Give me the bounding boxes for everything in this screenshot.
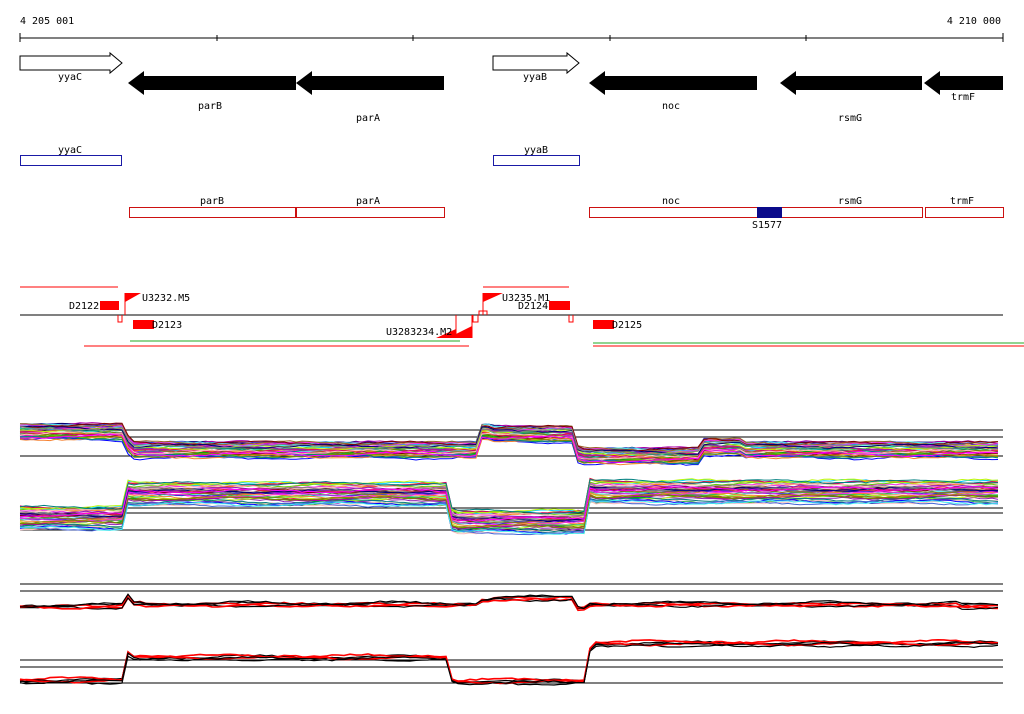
- gene-arrow-trmf[interactable]: trmF: [924, 71, 1003, 103]
- summary-lines-minus: [19, 638, 999, 686]
- profile-line: [19, 489, 999, 527]
- profile-line: [19, 435, 999, 465]
- profile-line: [19, 640, 999, 685]
- marker-u3283234[interactable]: U3283234.M2: [386, 315, 473, 338]
- feature-label-yyab: yyaB: [524, 145, 548, 156]
- gene-arrow-parb[interactable]: parB: [128, 71, 296, 112]
- gene-label-rsmg: rsmG: [838, 113, 862, 124]
- marker-d2122[interactable]: D2122: [69, 301, 119, 312]
- profile-line: [19, 426, 999, 455]
- profile-line: [19, 433, 999, 464]
- transcript-track: D2122 U3232.M5 D2123 U3283234.M2 U3235.M…: [20, 286, 1024, 347]
- feature-box-yyac[interactable]: yyaC: [20, 145, 122, 166]
- gene-arrow-para[interactable]: parA: [296, 71, 444, 124]
- profile-line: [19, 435, 998, 466]
- summary-track-plus: [19, 583, 1003, 612]
- site-label-s1577: S1577: [752, 220, 782, 231]
- feature-box-yyab[interactable]: yyaB: [493, 145, 580, 166]
- gene-arrow-track: yyaC parB parA yyaB noc rsmG trmF: [19, 51, 1003, 124]
- profile-line: [19, 499, 999, 535]
- marker-label-d2122: D2122: [69, 301, 99, 312]
- summary-track-minus: [19, 638, 1003, 686]
- marker-d2124[interactable]: D2124: [518, 301, 570, 312]
- profile-line: [19, 640, 999, 684]
- expression-lines-minus: [19, 477, 999, 536]
- marker-d2123[interactable]: D2123: [133, 320, 182, 331]
- profile-line: [19, 478, 998, 515]
- profile-line: [20, 482, 999, 518]
- gene-label-yyac: yyaC: [58, 72, 82, 83]
- gene-label-noc: noc: [662, 101, 680, 112]
- feature-label-rsmg: rsmG: [838, 196, 862, 207]
- feature-label-noc: noc: [662, 196, 680, 207]
- feature-label-yyac: yyaC: [58, 145, 82, 156]
- ruler-end-label: 4 210 000: [947, 16, 1001, 27]
- profile-line: [19, 641, 999, 686]
- marker-d2125[interactable]: D2125: [593, 320, 642, 331]
- feature-label-trmf: trmF: [950, 196, 974, 207]
- summary-lines-plus: [19, 593, 999, 612]
- feature-label-parb: parB: [200, 196, 224, 207]
- site-box-s1577[interactable]: S1577: [752, 207, 782, 231]
- feature-box-noc[interactable]: noc: [589, 196, 758, 218]
- minus-feature-track: parB parA noc rsmG trmF S1577: [129, 196, 1004, 231]
- feature-box-parb[interactable]: parB: [129, 196, 296, 218]
- profile-line: [19, 425, 999, 455]
- expression-track-minus: [19, 477, 1003, 536]
- coordinate-ruler: 4 205 001 4 210 000: [19, 16, 1004, 42]
- gene-arrow-rsmg[interactable]: rsmG: [780, 71, 922, 124]
- marker-label-d2123: D2123: [152, 320, 182, 331]
- gene-label-parb: parB: [198, 101, 222, 112]
- gene-arrow-noc[interactable]: noc: [589, 71, 757, 112]
- marker-u3235[interactable]: U3235.M1: [482, 293, 550, 315]
- gene-label-para: parA: [356, 113, 380, 124]
- ruler-start-label: 4 205 001: [20, 16, 74, 27]
- plus-feature-track: yyaC yyaB: [20, 145, 580, 166]
- profile-line: [20, 423, 999, 452]
- marker-u3232[interactable]: U3232.M5: [124, 293, 190, 315]
- gene-arrow-yyac[interactable]: yyaC: [19, 51, 123, 83]
- feature-label-para: parA: [356, 196, 380, 207]
- feature-box-trmf[interactable]: trmF: [925, 196, 1004, 218]
- profile-line: [19, 486, 999, 522]
- profile-line: [19, 638, 999, 683]
- marker-label-u3232: U3232.M5: [142, 293, 190, 304]
- profile-line: [19, 593, 999, 609]
- profile-line: [19, 493, 999, 529]
- expression-track-plus: [19, 422, 1003, 466]
- expression-lines-plus: [19, 422, 999, 466]
- feature-box-rsmg[interactable]: rsmG: [757, 196, 923, 218]
- profile-line: [19, 498, 999, 536]
- profile-line: [19, 431, 999, 461]
- marker-label-u3283234: U3283234.M2: [386, 327, 452, 338]
- marker-label-u3235: U3235.M1: [502, 293, 550, 304]
- marker-label-d2124: D2124: [518, 301, 548, 312]
- feature-box-para[interactable]: parA: [296, 196, 445, 218]
- gene-label-trmf: trmF: [951, 92, 975, 103]
- marker-label-d2125: D2125: [612, 320, 642, 331]
- profile-line: [19, 477, 999, 515]
- gene-label-yyab: yyaB: [523, 72, 547, 83]
- gene-arrow-yyab[interactable]: yyaB: [492, 51, 580, 83]
